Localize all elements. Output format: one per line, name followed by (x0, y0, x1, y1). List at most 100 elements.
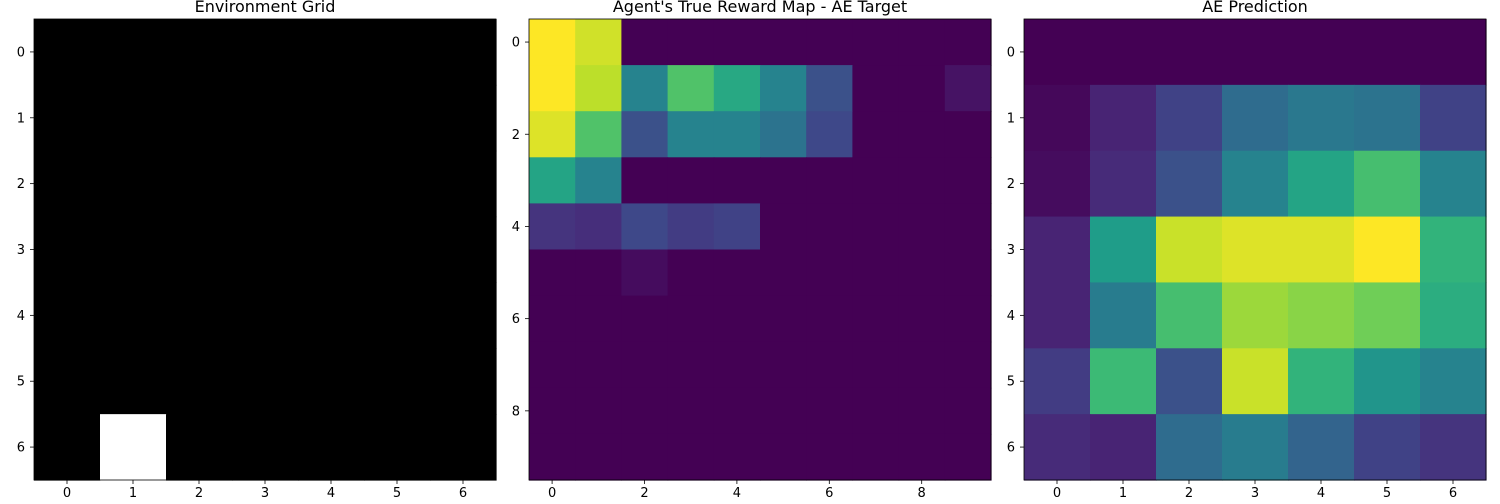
heatmap-cell (944, 19, 992, 66)
heatmap-cell (575, 295, 622, 343)
heatmap-cell (232, 216, 299, 284)
heatmap-cell (713, 249, 761, 297)
heatmap-cell (1288, 348, 1355, 415)
y-tick-label: 3 (1007, 243, 1015, 258)
heatmap-cell (713, 387, 761, 435)
y-tick-label: 5 (17, 375, 25, 390)
heatmap-cell (852, 387, 900, 435)
heatmap-cell (713, 65, 761, 112)
heatmap-cell (166, 216, 233, 284)
heatmap-cell (667, 433, 715, 481)
heatmap-cell (667, 295, 715, 343)
heatmap-cell (760, 341, 807, 389)
heatmap-cell (575, 19, 622, 66)
heatmap-cell (1156, 84, 1223, 152)
heatmap-cell (898, 203, 946, 251)
heatmap-cell (760, 387, 807, 435)
heatmap-cell (667, 203, 715, 251)
heatmap-cell (166, 414, 233, 481)
heatmap-cell (852, 341, 900, 389)
heatmap-cell (621, 19, 669, 66)
heatmap-cell (364, 414, 431, 481)
heatmap-panel-2: AE Prediction 0 1 2 3 4 5 6 0 1 2 3 4 5 6 (1007, 0, 1487, 501)
heatmap-cell (1090, 282, 1157, 349)
heatmap-cell (232, 84, 299, 152)
heatmap-cell (364, 216, 431, 284)
heatmap-cell (806, 341, 853, 389)
heatmap-cell (1354, 19, 1421, 86)
y-tick-label: 6 (1007, 441, 1015, 456)
heatmap-cell (667, 341, 715, 389)
heatmap-cell (1420, 84, 1487, 152)
heatmap-cell (575, 249, 622, 297)
heatmap-cell (667, 65, 715, 112)
heatmap-cell (1288, 19, 1355, 86)
heatmap-cell (898, 295, 946, 343)
heatmap-cell (1354, 150, 1421, 218)
heatmap-cell (34, 282, 101, 349)
heatmap-cell (166, 84, 233, 152)
heatmap-cell (713, 157, 761, 204)
x-tick-label: 2 (195, 486, 203, 500)
heatmap-cell (852, 249, 900, 297)
heatmap-cell (100, 84, 167, 152)
heatmap-cell (852, 203, 900, 251)
heatmap-cell (944, 65, 992, 112)
heatmap-cell (898, 19, 946, 66)
heatmap-cell (166, 19, 233, 86)
heatmap-cell (806, 111, 853, 158)
heatmap-cell (430, 19, 497, 86)
x-tick-label: 6 (825, 486, 833, 500)
heatmap-cell (1222, 84, 1289, 152)
heatmap-cell (667, 111, 715, 158)
heatmap-cell (621, 341, 669, 389)
heatmap-cell (806, 203, 853, 251)
heatmap-cell (298, 282, 365, 349)
heatmap-cell (364, 150, 431, 218)
heatmap-cell (34, 216, 101, 284)
heatmap-cell (806, 249, 853, 297)
heatmap-cell (1090, 84, 1157, 152)
heatmap-cell (1354, 414, 1421, 481)
heatmap-cell (575, 111, 622, 158)
heatmap-cell (1024, 84, 1091, 152)
heatmap-cell (298, 84, 365, 152)
heatmap-cell (1354, 216, 1421, 284)
heatmap-cell (713, 433, 761, 481)
y-tick-label: 6 (512, 312, 520, 327)
heatmap-cell (575, 157, 622, 204)
heatmap-cell (1024, 216, 1091, 284)
x-tick-label: 2 (640, 486, 648, 500)
heatmap-cell (667, 249, 715, 297)
heatmap-cell (1222, 216, 1289, 284)
heatmap-cell (713, 19, 761, 66)
heatmap-cell (1024, 414, 1091, 481)
heatmap-cell (713, 295, 761, 343)
heatmap-cell (944, 295, 992, 343)
heatmap-cell (529, 433, 576, 481)
heatmap-cell (430, 216, 497, 284)
heatmap-cell (575, 387, 622, 435)
heatmap-cell (430, 282, 497, 349)
heatmap-cell (760, 249, 807, 297)
heatmap-cell (944, 433, 992, 481)
heatmap-cell (34, 414, 101, 481)
heatmap-cell (806, 157, 853, 204)
heatmap-cell (806, 387, 853, 435)
heatmap-cell (760, 111, 807, 158)
x-tick-label: 3 (261, 486, 269, 500)
x-tick-label: 2 (1185, 486, 1193, 500)
heatmap-cell (806, 295, 853, 343)
heatmap-cell (1024, 150, 1091, 218)
heatmap-cell (575, 341, 622, 389)
heatmap-cell (760, 157, 807, 204)
heatmap-cell (529, 203, 576, 251)
heatmap-cell (364, 19, 431, 86)
heatmap-cell (1156, 19, 1223, 86)
heatmap-cell (806, 19, 853, 66)
heatmap-cell (34, 348, 101, 415)
heatmap-cell (760, 433, 807, 481)
heatmap-cell (944, 157, 992, 204)
heatmap-cell (364, 84, 431, 152)
